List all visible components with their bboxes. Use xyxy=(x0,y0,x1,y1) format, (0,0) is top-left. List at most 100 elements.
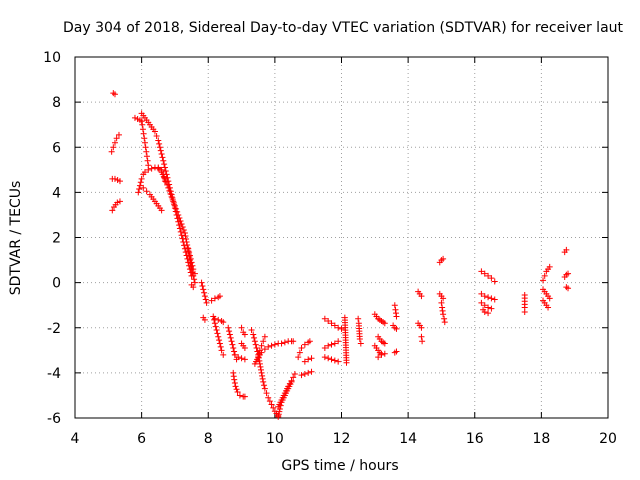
data-point xyxy=(491,296,498,303)
data-point xyxy=(260,378,267,385)
data-point xyxy=(151,128,158,135)
data-point xyxy=(138,175,145,182)
data-point xyxy=(188,259,195,266)
data-point xyxy=(418,324,425,331)
data-point xyxy=(116,178,123,185)
data-point xyxy=(478,299,485,306)
data-point xyxy=(393,348,400,355)
x-tick-label: 18 xyxy=(532,431,550,447)
data-point xyxy=(308,355,315,362)
data-point xyxy=(441,315,448,322)
data-point xyxy=(438,299,445,306)
data-point xyxy=(136,182,143,189)
data-point xyxy=(261,333,268,340)
data-point xyxy=(441,319,448,326)
data-point xyxy=(281,339,288,346)
data-point xyxy=(261,385,268,392)
data-point xyxy=(391,302,398,309)
data-point xyxy=(177,228,184,235)
data-point xyxy=(235,354,242,361)
data-point xyxy=(331,340,338,347)
data-point xyxy=(160,157,167,164)
data-point xyxy=(116,198,123,205)
data-point xyxy=(485,304,492,311)
data-point xyxy=(440,311,447,318)
data-point xyxy=(335,358,342,365)
data-point xyxy=(321,345,328,352)
data-point xyxy=(108,148,115,155)
data-point xyxy=(488,275,495,282)
data-point xyxy=(175,211,182,218)
data-point xyxy=(439,307,446,314)
data-point xyxy=(252,341,259,348)
data-point xyxy=(290,338,297,345)
y-axis-label: SDTVAR / TECUs xyxy=(8,181,24,296)
data-point xyxy=(111,175,118,182)
x-tick-label: 8 xyxy=(204,431,213,447)
data-point xyxy=(158,151,165,158)
data-point xyxy=(275,411,282,418)
data-point xyxy=(248,327,255,334)
data-point xyxy=(182,232,189,239)
data-point xyxy=(546,295,553,302)
data-point xyxy=(356,336,363,343)
data-point xyxy=(136,185,143,192)
data-point xyxy=(201,316,208,323)
data-point xyxy=(325,355,332,362)
data-point xyxy=(188,281,195,288)
data-point xyxy=(180,226,187,233)
x-tick-label: 12 xyxy=(333,431,351,447)
data-point xyxy=(540,277,547,284)
grid-lines xyxy=(75,57,608,418)
data-point xyxy=(234,389,241,396)
data-point xyxy=(171,202,178,209)
data-point xyxy=(256,347,263,354)
data-point xyxy=(546,263,553,270)
y-tick-label: 8 xyxy=(52,95,61,111)
data-point xyxy=(131,114,138,121)
data-point xyxy=(233,386,240,393)
data-point xyxy=(271,341,278,348)
data-point xyxy=(296,349,303,356)
chart-title: Day 304 of 2018, Sidereal Day-to-day VTE… xyxy=(63,20,624,36)
data-point xyxy=(214,330,221,337)
data-point xyxy=(231,380,238,387)
data-point xyxy=(258,342,265,349)
data-point xyxy=(393,313,400,320)
data-point xyxy=(488,295,495,302)
data-point xyxy=(226,328,233,335)
data-point xyxy=(140,184,147,191)
data-point xyxy=(212,323,219,330)
data-point xyxy=(328,341,335,348)
data-point xyxy=(169,196,176,203)
data-point xyxy=(189,262,196,269)
data-point xyxy=(381,350,388,357)
data-point xyxy=(521,308,528,315)
data-point xyxy=(143,153,150,160)
data-point xyxy=(115,131,122,138)
data-point xyxy=(156,140,163,147)
data-point xyxy=(141,169,148,176)
axis-ticks: 4 6 8 10 12 14 16 18 20 -6 -4 -2 0 2 4 6 8 10 xyxy=(43,50,617,447)
data-point xyxy=(260,338,267,345)
data-point xyxy=(201,289,208,296)
data-point xyxy=(174,208,181,215)
data-point xyxy=(111,91,118,98)
data-point xyxy=(478,290,485,297)
data-point xyxy=(139,121,146,128)
data-point xyxy=(161,164,168,171)
data-point xyxy=(255,354,262,361)
data-point xyxy=(184,245,191,252)
data-point xyxy=(488,305,495,312)
data-point xyxy=(177,217,184,224)
data-point xyxy=(168,193,175,200)
data-point xyxy=(276,408,283,415)
data-point xyxy=(231,351,238,358)
data-point xyxy=(301,371,308,378)
y-tick-label: -2 xyxy=(47,321,61,337)
data-point xyxy=(199,283,206,290)
data-point xyxy=(142,144,149,151)
data-point xyxy=(198,279,205,286)
data-point xyxy=(440,255,447,262)
data-point xyxy=(216,337,223,344)
